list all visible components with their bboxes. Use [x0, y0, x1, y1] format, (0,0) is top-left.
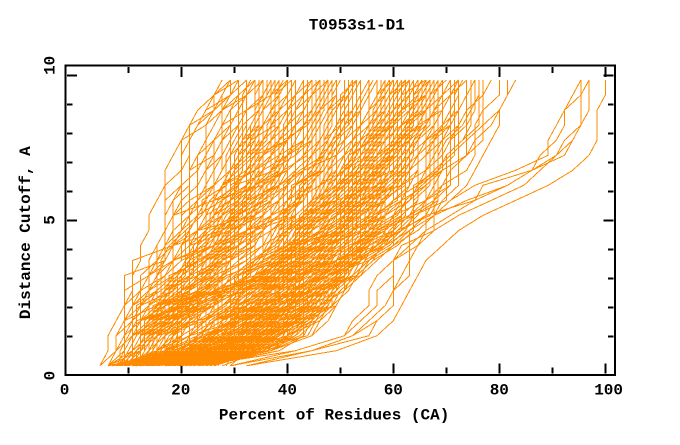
- svg-text:10: 10: [42, 56, 60, 75]
- svg-text:20: 20: [171, 382, 190, 400]
- svg-text:80: 80: [490, 382, 509, 400]
- svg-text:Distance Cutoff, A: Distance Cutoff, A: [17, 146, 35, 319]
- svg-text:40: 40: [278, 382, 297, 400]
- svg-text:60: 60: [384, 382, 403, 400]
- svg-text:100: 100: [594, 382, 623, 400]
- svg-text:T0953s1-D1: T0953s1-D1: [309, 16, 405, 34]
- svg-text:5: 5: [42, 215, 60, 225]
- svg-text:0: 0: [42, 371, 60, 381]
- svg-text:Percent of Residues (CA): Percent of Residues (CA): [219, 407, 449, 425]
- svg-text:0: 0: [60, 382, 70, 400]
